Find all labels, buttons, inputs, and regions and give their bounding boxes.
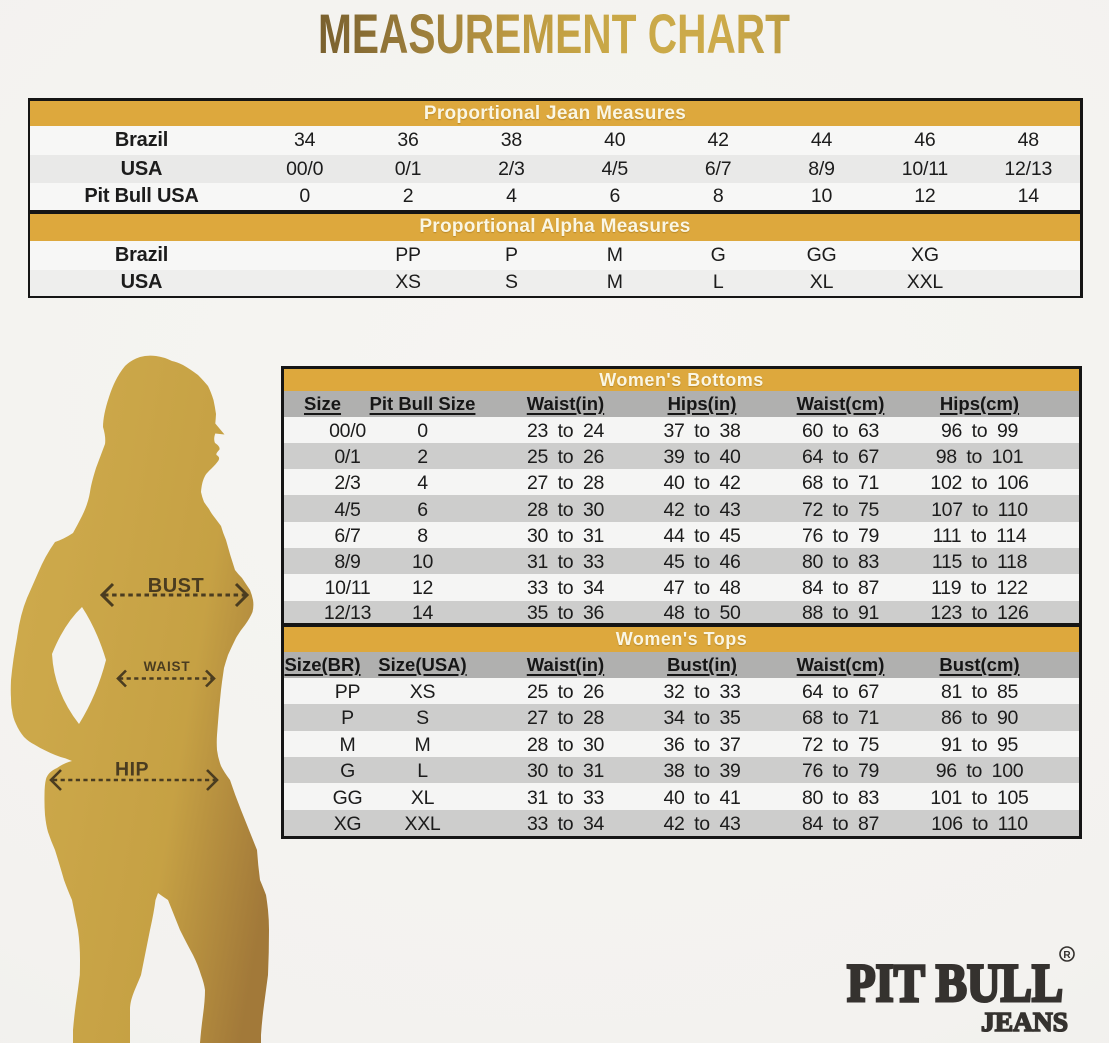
svg-text:HIP: HIP (115, 759, 149, 781)
svg-text:BUST: BUST (148, 575, 204, 597)
svg-text:MEASUREMENT CHART: MEASUREMENT CHART (318, 2, 790, 65)
svg-text:PIT BULL: PIT BULL (847, 953, 1063, 1013)
svg-text:WAIST: WAIST (144, 659, 191, 674)
svg-text:R: R (1063, 950, 1071, 961)
svg-text:JEANS: JEANS (981, 1007, 1068, 1037)
